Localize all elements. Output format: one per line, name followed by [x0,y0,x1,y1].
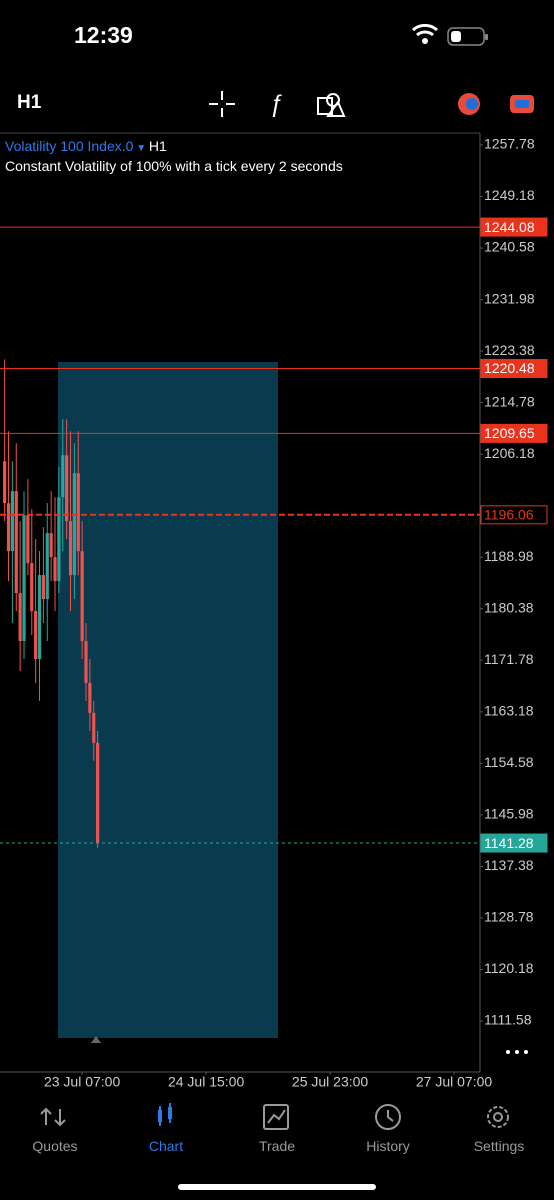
candle-body [57,497,61,582]
y-tick-label: 1154.58 [484,754,534,770]
y-tick-label: 1163.18 [484,703,534,719]
tab-2[interactable]: Trade [258,1138,296,1154]
trade-button[interactable] [510,95,534,113]
scroll-marker [91,1036,101,1043]
candle-body [49,533,53,558]
candle-body [37,575,42,659]
chart: 1257.78 1249.18 1240.58 1231.98 1223.38 1214.… [0,132,548,1090]
candle-body [80,551,84,641]
y-tick-label: 1231.98 [484,290,535,306]
objects-button[interactable] [317,93,346,117]
candle-body [45,533,49,600]
candle-body [96,742,100,844]
candle-body [34,611,38,659]
chart-header: Volatility 100 Index.0 ▼ H1 [5,138,167,154]
account-button[interactable] [458,93,480,115]
price-tag [480,358,548,378]
y-tick-label: 1214.78 [484,393,535,409]
candle-body [84,640,88,683]
candle-body [30,563,34,612]
y-tick-label: 1223.38 [484,342,535,358]
tab-icons [40,1103,509,1130]
price-tag [480,833,548,853]
candle-body [76,473,80,552]
price-tag-label: 1244.08 [484,219,535,235]
candle-body [18,593,22,641]
candle-body [65,455,69,522]
candle-body [61,455,65,498]
y-tick-label: 1171.78 [484,651,534,667]
y-tick-label: 1257.78 [484,136,535,152]
tab-4[interactable]: Settings [473,1138,525,1154]
candle-body [22,515,26,641]
candle-body [92,712,96,743]
y-tick-label: 1137.38 [484,857,534,873]
candle-body [53,557,57,582]
symbol-description: Constant Volatility of 100% with a tick … [5,158,343,174]
candle-body [88,682,92,713]
candle-body [26,515,30,564]
x-tick-label: 27 Jul 07:00 [416,1074,492,1090]
y-tick-label: 1188.98 [484,548,534,564]
status-icons [412,24,488,46]
timeframe-button[interactable]: H1 [17,92,42,113]
indicators-button[interactable]: ƒ [269,90,282,117]
symbol-name[interactable]: Volatility 100 Index.0 [5,138,134,154]
candle-body [10,491,14,552]
y-tick-label: 1249.18 [484,187,535,203]
y-tick-label: 1206.18 [484,445,535,461]
y-tick-label: 1180.38 [484,599,534,615]
status-time: 12:39 [74,22,133,48]
x-tick-label: 24 Jul 15:00 [168,1074,244,1090]
home-indicator [178,1184,376,1190]
price-tag-label: 1196.06 [484,507,534,523]
y-tick-label: 1111.58 [484,1012,532,1028]
price-tag-label: 1220.48 [484,360,535,376]
toolbar-icons: ƒ [209,90,534,117]
candle-body [72,473,76,576]
more-button[interactable] [506,1050,528,1054]
x-tick-label: 23 Jul 07:00 [44,1074,120,1090]
price-tag [480,423,548,443]
price-tag-label: 1141.28 [484,835,534,851]
price-tag [480,505,548,525]
selection-region [58,362,278,1038]
candle-body [14,491,18,594]
y-tick-label: 1128.78 [484,909,534,925]
y-tick-label: 1145.98 [484,806,534,822]
chart-timeframe: H1 [148,138,167,154]
candle-body [6,503,11,552]
crosshair-button[interactable] [209,91,235,117]
y-tick-label: 1240.58 [484,239,535,255]
x-tick-label: 25 Jul 23:00 [292,1074,368,1090]
tab-0[interactable]: Quotes [32,1138,78,1154]
price-tag-label: 1209.65 [484,425,535,441]
tab-3[interactable]: History [366,1138,410,1154]
y-tick-label: 1120.18 [484,960,534,976]
candle-body [41,575,45,600]
candle-body [3,461,7,504]
price-tag [480,217,548,237]
candle-body [68,521,73,576]
tab-bar: Quotes Chart Trade History Settings [0,1095,554,1200]
tab-1[interactable]: Chart [148,1138,184,1154]
